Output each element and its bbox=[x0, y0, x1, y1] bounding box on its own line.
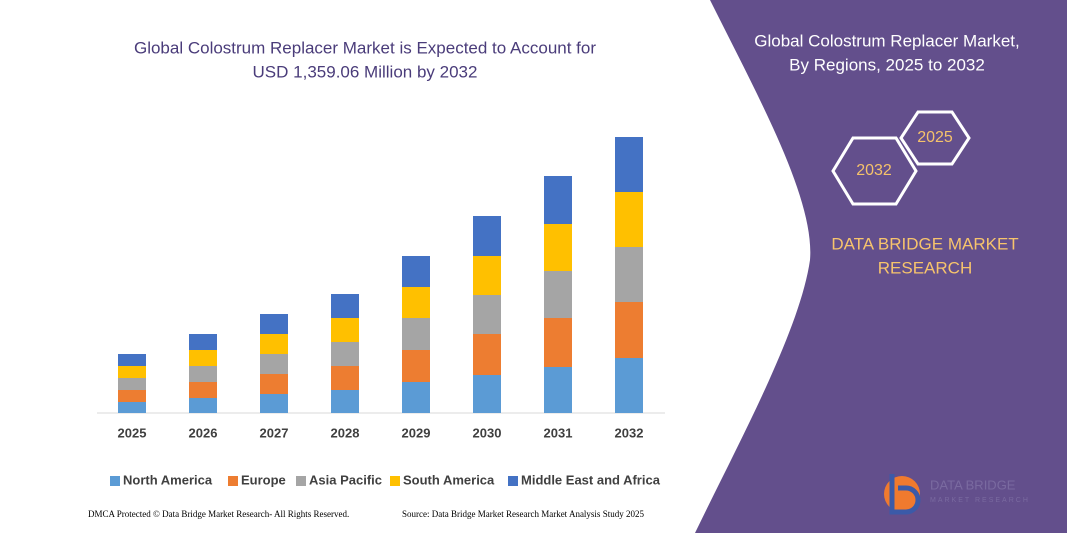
bar-segment bbox=[544, 224, 572, 271]
bar-segment bbox=[615, 137, 643, 192]
logo-text: DATA BRIDGE bbox=[930, 477, 1016, 492]
legend-swatch bbox=[508, 476, 518, 486]
bar-segment bbox=[615, 192, 643, 247]
x-tick-label: 2030 bbox=[473, 425, 502, 440]
logo-text: MARKET RESEARCH bbox=[930, 497, 1030, 504]
bar-segment bbox=[189, 382, 217, 398]
legend-label: North America bbox=[123, 472, 213, 487]
bar-segment bbox=[118, 354, 146, 366]
bar-segment bbox=[473, 375, 501, 413]
bar-segment bbox=[189, 334, 217, 350]
bar-segment bbox=[544, 176, 572, 224]
bar-segment bbox=[260, 374, 288, 394]
x-tick-label: 2031 bbox=[544, 425, 573, 440]
hexagon bbox=[899, 110, 971, 166]
brand-text: DATA BRIDGE MARKET bbox=[831, 234, 1018, 253]
bar-segment bbox=[260, 334, 288, 354]
bar-segment bbox=[544, 271, 572, 318]
footer-text: DMCA Protected © Data Bridge Market Rese… bbox=[88, 509, 349, 519]
bar-segment bbox=[189, 350, 217, 366]
x-tick-label: 2026 bbox=[189, 425, 218, 440]
bar-segment bbox=[118, 402, 146, 413]
bar-segment bbox=[331, 294, 359, 318]
legend-label: Asia Pacific bbox=[309, 472, 382, 487]
bar-segment bbox=[473, 334, 501, 375]
side-panel bbox=[695, 0, 1067, 533]
bar-segment bbox=[331, 390, 359, 413]
bar-segment bbox=[260, 354, 288, 374]
bar-segment bbox=[331, 318, 359, 342]
x-tick-label: 2032 bbox=[615, 425, 644, 440]
hexagon-label: 2032 bbox=[856, 162, 892, 179]
legend-label: South America bbox=[403, 472, 495, 487]
legend-label: Middle East and Africa bbox=[521, 472, 661, 487]
bar-segment bbox=[118, 390, 146, 402]
bar-segment bbox=[473, 256, 501, 295]
bar-segment bbox=[544, 367, 572, 413]
bar-segment bbox=[473, 295, 501, 334]
bar-segment bbox=[118, 378, 146, 390]
footer-text: Source: Data Bridge Market Research Mark… bbox=[402, 509, 644, 519]
legend-swatch bbox=[228, 476, 238, 486]
panel-title: By Regions, 2025 to 2032 bbox=[789, 55, 985, 74]
bar-segment bbox=[402, 287, 430, 318]
hexagon bbox=[831, 136, 918, 206]
legend-swatch bbox=[296, 476, 306, 486]
x-tick-label: 2028 bbox=[331, 425, 360, 440]
hexagon-label: 2025 bbox=[917, 129, 953, 146]
x-tick-label: 2025 bbox=[118, 425, 147, 440]
bar-segment bbox=[260, 314, 288, 334]
bar-segment bbox=[473, 216, 501, 256]
bar-segment bbox=[402, 318, 430, 350]
bar-segment bbox=[331, 342, 359, 366]
bar-segment bbox=[402, 382, 430, 413]
bar-segment bbox=[544, 318, 572, 367]
bar-segment bbox=[189, 366, 217, 382]
x-tick-label: 2029 bbox=[402, 425, 431, 440]
legend-label: Europe bbox=[241, 472, 286, 487]
chart-title: USD 1,359.06 Million by 2032 bbox=[253, 62, 478, 81]
legend-swatch bbox=[390, 476, 400, 486]
bar-segment bbox=[402, 256, 430, 287]
logo-icon bbox=[889, 474, 921, 515]
x-tick-label: 2027 bbox=[260, 425, 289, 440]
chart-title: Global Colostrum Replacer Market is Expe… bbox=[134, 38, 596, 57]
bar-segment bbox=[615, 302, 643, 358]
bar-segment bbox=[189, 398, 217, 413]
bar-segment bbox=[402, 350, 430, 382]
bar-segment bbox=[615, 358, 643, 413]
legend-swatch bbox=[110, 476, 120, 486]
bar-segment bbox=[260, 394, 288, 413]
panel-title: Global Colostrum Replacer Market, bbox=[754, 31, 1019, 50]
brand-text: RESEARCH bbox=[878, 258, 972, 277]
bar-segment bbox=[331, 366, 359, 390]
bar-segment bbox=[118, 366, 146, 378]
bar-segment bbox=[615, 247, 643, 302]
